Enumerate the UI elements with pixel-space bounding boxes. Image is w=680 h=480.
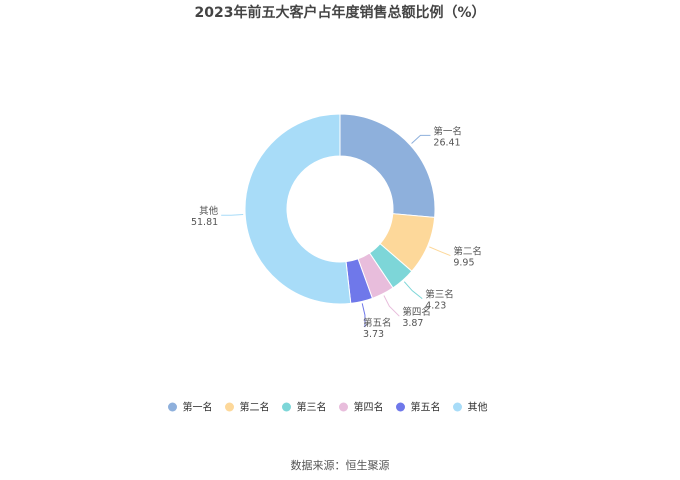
- legend-marker: [225, 402, 234, 412]
- chart-title: 2023年前五大客户占年度销售总额比例（%）: [194, 5, 486, 21]
- slice-label-value: 3.73: [363, 329, 384, 340]
- legend-marker: [453, 402, 462, 412]
- slice-label-name: 第三名: [425, 289, 454, 301]
- leader-line: [383, 295, 400, 317]
- legend-label: 第三名: [297, 401, 327, 414]
- slice-label-value: 9.95: [453, 258, 474, 269]
- slice-label-value: 51.81: [191, 217, 218, 228]
- leader-line: [221, 214, 244, 216]
- slice-label-name: 其他: [199, 205, 219, 217]
- slice-label-name: 第二名: [453, 246, 482, 258]
- slices-group: [244, 113, 436, 305]
- legend-label: 第二名: [240, 401, 270, 414]
- donut-slice: [244, 113, 352, 305]
- slice-label-value: 4.23: [425, 301, 446, 312]
- legend-marker: [168, 402, 177, 412]
- legend-marker: [339, 402, 348, 412]
- source-note: 数据来源：恒生聚源: [290, 459, 390, 472]
- legend-label: 第四名: [354, 401, 384, 414]
- leader-line: [403, 281, 423, 300]
- leader-line: [411, 134, 431, 144]
- slice-label-value: 26.41: [433, 137, 460, 148]
- leader-line: [361, 303, 366, 328]
- slice-label-value: 3.87: [402, 318, 423, 329]
- legend-label: 其他: [468, 401, 488, 414]
- legend-label: 第一名: [183, 401, 213, 414]
- legend-marker: [396, 402, 405, 412]
- leader-line: [429, 246, 451, 257]
- legend-label: 第五名: [411, 401, 441, 414]
- slice-label-name: 第五名: [363, 317, 392, 329]
- slice-label-name: 第四名: [402, 306, 431, 318]
- legend-marker: [282, 402, 291, 412]
- slice-label-name: 第一名: [433, 125, 462, 137]
- legend-group: 第一名 第二名 第三名 第四名 第五名 其他: [168, 401, 488, 414]
- donut-slice: [339, 113, 436, 218]
